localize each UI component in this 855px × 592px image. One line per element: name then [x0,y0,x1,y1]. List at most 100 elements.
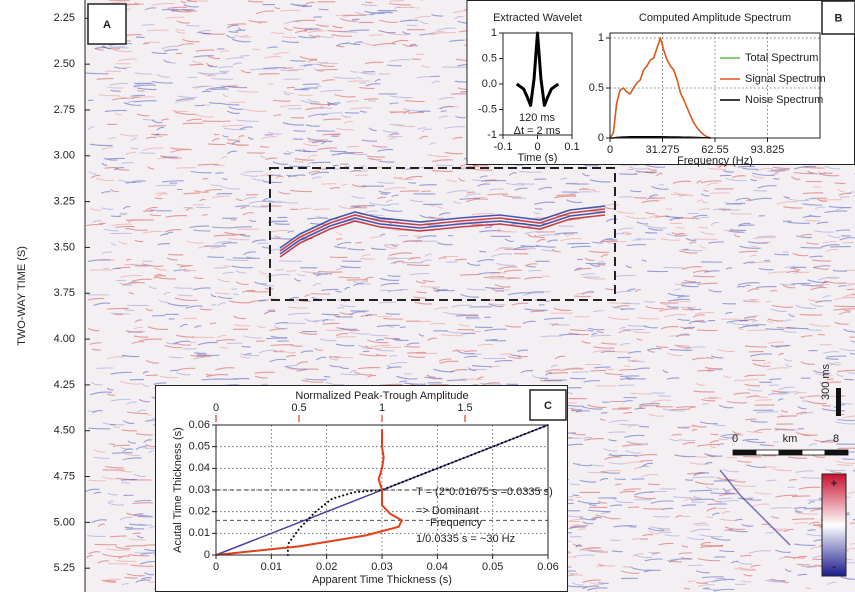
y-tick-label: 3.75 [54,287,75,299]
y-tick-label: 4.25 [54,379,75,391]
plot-frame [502,32,573,136]
panel-c-box [155,385,568,592]
x-tick-label: 62.55 [701,144,729,156]
x-tick-label: 0.06 [537,561,558,573]
y-tick-label: 2.50 [54,58,75,70]
y-tick-label: 2.75 [54,104,75,116]
reflector [279,211,606,255]
x2-tick-label: 1 [379,402,385,414]
distance-bar-segment [801,449,826,456]
panel-label-box [529,389,567,421]
x-axis-label: Apparent Time Thickness (s) [312,574,452,586]
colorbar-label: + [831,478,837,490]
annotation: T = (2*0.01675 s =0.0335 s) [416,486,553,498]
x-tick-label: 0 [534,141,540,153]
x-tick-label: 0 [607,144,613,156]
panel-label: C [544,400,552,412]
distance-bar-segment [732,449,757,456]
colorbar [821,473,847,577]
y-tick-label: 1 [491,27,497,39]
panel-label: A [103,19,111,31]
x-axis-label: Frequency (Hz) [677,155,753,167]
x-axis-label: Time (s) [518,152,558,164]
y-tick-label: 0.02 [189,506,210,518]
y-tick-label: 1 [598,32,604,44]
x-tick-label: 0.02 [316,561,337,573]
y-tick-label: 2.25 [54,12,75,24]
y-tick-label: 5.00 [54,516,75,528]
distance-bar-segment [824,449,849,456]
reflector [759,514,791,546]
time-scale-bar [836,388,841,416]
annotation: => Dominant [416,505,479,517]
x-tick-label: 0.1 [564,141,579,153]
y-tick-label: 3.50 [54,241,75,253]
annotation: Δt = 2 ms [514,125,561,137]
y-tick-label: 5.25 [54,562,75,574]
y-tick-label: 0 [204,549,210,561]
time-scale-label: 300 ms [820,363,832,400]
x-tick-label: 31.275 [646,144,680,156]
panel-label-box [87,3,127,45]
panel-label: B [835,12,843,24]
series-line [610,135,711,139]
y-tick-label: 0 [598,132,604,144]
x-tick-label: 0.05 [482,561,503,573]
y-tick-label: 0.06 [189,419,210,431]
plot-frame [609,32,821,139]
chart-title: Extracted Wavelet [493,12,582,24]
distance-unit: km [783,433,798,445]
legend-label: Signal Spectrum [745,73,826,85]
distance-tick-label: 8 [833,433,839,445]
annotation: 120 ms [519,112,556,124]
y-tick-label: 3.25 [54,196,75,208]
y-tick-label: 4.75 [54,470,75,482]
x-tick-label: 0 [213,561,219,573]
annotation: Frequency [430,517,482,529]
y-tick-label: 4.50 [54,425,75,437]
highlight-box [269,167,616,301]
legend-label: Noise Spectrum [745,94,823,106]
x-tick-label: 93.825 [751,144,785,156]
distance-tick-label: 0 [732,433,738,445]
legend-label: Total Spectrum [745,52,818,64]
x-tick-label: -0.1 [494,141,513,153]
reflector [279,214,606,258]
panel-label-box [821,0,855,35]
y-tick-label: 0.0 [482,78,497,90]
x2-tick-label: 0 [213,402,219,414]
y-tick-label: -1 [487,129,497,141]
series-line [609,37,711,139]
distance-bar-segment [778,449,803,456]
reflector [739,494,761,516]
series-line [215,429,403,556]
x-tick-label: 0.03 [371,561,392,573]
y-axis-label: TWO-WAY TIME (S) [16,246,28,346]
series-line [286,424,549,556]
chart-title: Normalized Peak-Trough Amplitude [295,390,468,402]
chart-title: Computed Amplitude Spectrum [639,12,791,24]
y-tick-label: 0.5 [482,52,497,64]
y-tick-label: 0.05 [189,441,210,453]
colorbar-label: - [832,561,836,573]
y-tick-label: 3.00 [54,150,75,162]
x-tick-label: 0.04 [427,561,448,573]
plot-frame [215,424,549,556]
y-tick-label: 0.5 [589,82,604,94]
y-tick-label: 0.04 [189,462,210,474]
y-tick-label: -0.5 [478,103,497,115]
y-tick-label: 0.01 [189,527,210,539]
annotation: 1/0.0335 s = ~30 Hz [416,533,515,545]
y-tick-label: 0.03 [189,484,210,496]
y-tick-label: 4.00 [54,333,75,345]
distance-bar-segment [755,449,780,456]
x-tick-label: 0.01 [261,561,282,573]
reflector [719,469,741,496]
reflector [279,208,606,252]
reflector [279,205,606,249]
x2-tick-label: 1.5 [457,402,472,414]
y-axis-label: Acutal Time Thickness (s) [172,427,184,553]
x2-tick-label: 0.5 [291,402,306,414]
